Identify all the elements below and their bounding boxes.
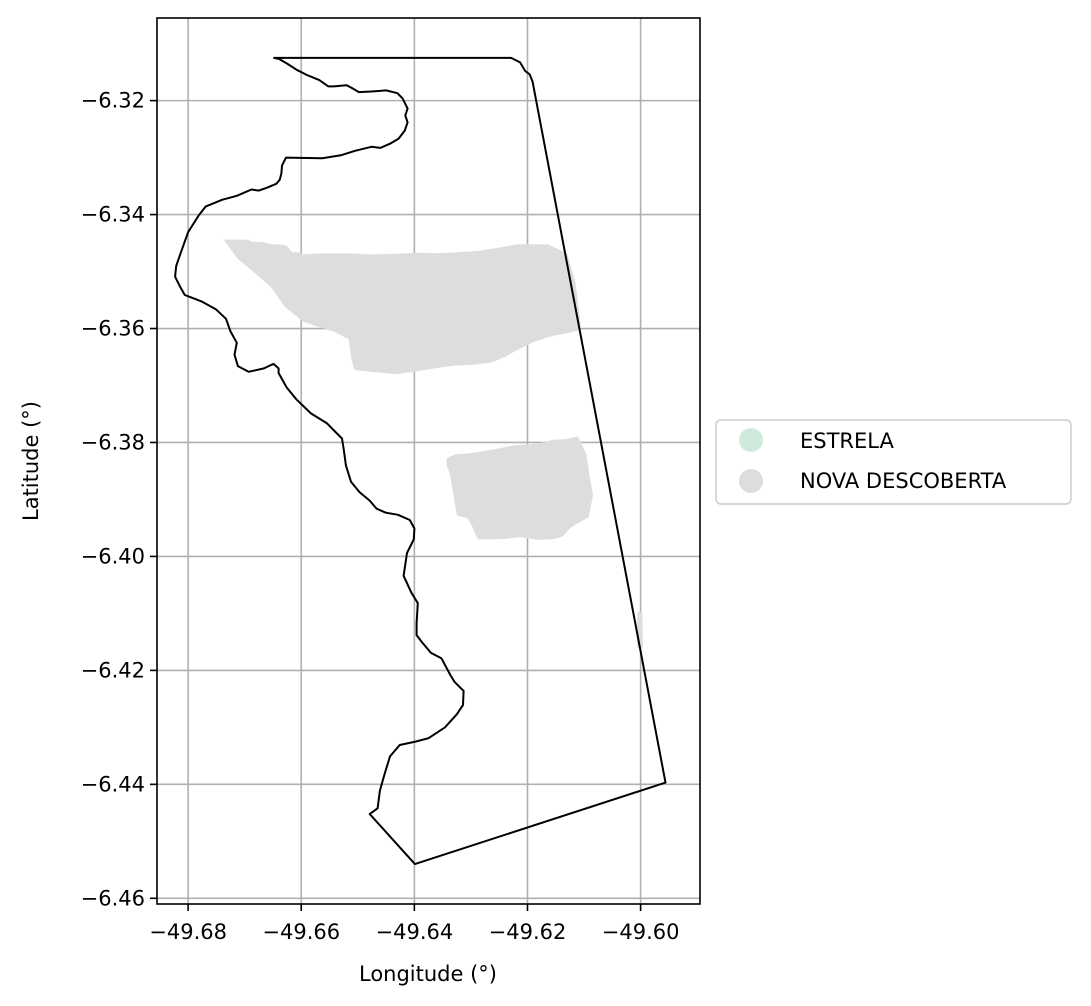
x-tick-label: −49.66	[262, 920, 340, 944]
legend-label-estrela: ESTRELA	[800, 429, 894, 453]
region-nova-descoberta	[223, 239, 581, 375]
y-tick-label: −6.32	[81, 89, 145, 113]
ticks: −49.68 −49.66 −49.64 −49.62 −49.60 −6.32 −6.34…	[81, 89, 680, 944]
boundary-layer	[174, 56, 667, 866]
grid	[157, 18, 700, 904]
y-axis-label: Latitude (°)	[19, 401, 43, 521]
legend: ESTRELA NOVA DESCOBERTA	[715, 419, 1072, 505]
y-tick-label: −6.46	[81, 886, 145, 910]
y-tick-label: −6.44	[81, 772, 145, 796]
x-axis-label: Longitude (°)	[359, 962, 497, 986]
legend-label-nova-descoberta: NOVA DESCOBERTA	[800, 469, 1007, 493]
x-tick-label: −49.62	[489, 920, 567, 944]
legend-marker-estrela	[739, 428, 763, 452]
x-tick-label: −49.64	[376, 920, 454, 944]
x-tick-label: −49.68	[149, 920, 227, 944]
legend-frame	[715, 419, 1072, 505]
region-nova-descoberta	[446, 436, 594, 540]
y-tick-label: −6.38	[81, 430, 145, 454]
y-tick-label: −6.36	[81, 317, 145, 341]
y-tick-label: −6.40	[81, 544, 145, 568]
municipal-boundary	[174, 56, 667, 866]
regions-layer	[223, 239, 643, 648]
plot-frame	[156, 17, 701, 905]
y-tick-label: −6.34	[81, 203, 145, 227]
x-tick-label: −49.60	[602, 920, 680, 944]
legend-marker-nova-descoberta	[739, 469, 763, 493]
y-tick-label: −6.42	[81, 658, 145, 682]
